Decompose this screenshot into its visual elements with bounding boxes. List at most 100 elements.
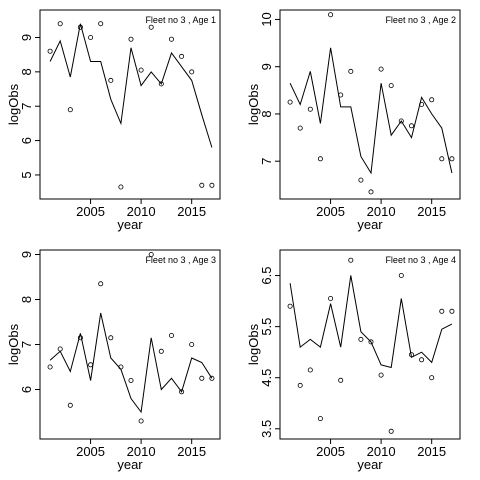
- panel-age-1: Fleet no 3 , Age 1 year logObs 2005 2010 2…: [6, 9, 221, 232]
- panel-age-3: Fleet no 3 , Age 3 year logObs 2005 2010 2…: [6, 249, 221, 472]
- y-axis-label: logObs: [246, 323, 261, 365]
- y-axis-label: logObs: [246, 83, 261, 125]
- observation-point: [57, 346, 63, 352]
- observation-point: [317, 156, 323, 162]
- x-tick-label: 2015: [417, 204, 446, 219]
- observation-point: [47, 364, 53, 370]
- observation-point: [158, 348, 164, 354]
- observation-point: [388, 83, 394, 89]
- observation-point: [439, 308, 445, 314]
- x-tick-label: 2010: [127, 204, 156, 219]
- panel-title: Fleet no 3 , Age 2: [385, 15, 456, 25]
- observation-point: [429, 375, 435, 381]
- y-tick-label: 10: [259, 12, 274, 26]
- observation-point: [338, 377, 344, 383]
- y-tick-label: 6.5: [259, 267, 274, 285]
- x-tick-label: 2005: [316, 444, 345, 459]
- observation-point: [429, 97, 435, 103]
- x-tick-label: 2010: [367, 444, 396, 459]
- observation-point: [328, 12, 334, 18]
- observation-point: [168, 332, 174, 338]
- fitted-line: [49, 312, 213, 414]
- x-axis-label: year: [117, 457, 143, 472]
- y-axis-label: logObs: [6, 323, 21, 365]
- observation-point: [138, 418, 144, 424]
- panel-age-2: Fleet no 3 , Age 2 year logObs 2005 2010 2…: [246, 9, 461, 232]
- observation-point: [88, 362, 94, 368]
- observation-point: [98, 21, 104, 27]
- observation-point: [118, 184, 124, 190]
- observation-point: [307, 106, 313, 112]
- observation-point: [168, 36, 174, 42]
- observation-point: [439, 156, 445, 162]
- y-tick-label: 8: [259, 110, 274, 117]
- y-tick-label: 6: [19, 386, 34, 393]
- x-tick-label: 2015: [177, 444, 206, 459]
- observation-point: [98, 281, 104, 287]
- y-tick-label: 4.5: [259, 369, 274, 387]
- y-tick-label: 9: [19, 34, 34, 41]
- y-tick-label: 9: [19, 251, 34, 258]
- panel-age-4: Fleet no 3 , Age 4 year logObs 2005 2010 2…: [246, 249, 461, 472]
- y-tick-label: 7: [19, 341, 34, 348]
- x-tick-label: 2015: [177, 204, 206, 219]
- x-axis-label: year: [357, 217, 383, 232]
- observation-point: [328, 295, 334, 301]
- observation-point: [297, 382, 303, 388]
- observation-point: [179, 53, 185, 59]
- observation-point: [287, 99, 293, 105]
- y-tick-label: 5: [19, 171, 34, 178]
- observation-point: [189, 69, 195, 75]
- x-tick-label: 2010: [127, 444, 156, 459]
- fitted-line: [49, 23, 213, 148]
- observation-point: [47, 48, 53, 54]
- observation-point: [148, 24, 154, 30]
- observation-point: [348, 257, 354, 263]
- observation-point: [179, 389, 185, 395]
- fitted-line: [289, 275, 453, 369]
- observation-point: [419, 357, 425, 363]
- x-tick-label: 2005: [316, 204, 345, 219]
- observation-point: [297, 125, 303, 131]
- x-tick-label: 2015: [417, 444, 446, 459]
- y-tick-label: 6: [19, 137, 34, 144]
- observation-point: [368, 189, 374, 195]
- observation-point: [88, 35, 94, 41]
- x-axis-label: year: [357, 457, 383, 472]
- y-tick-label: 5.5: [259, 318, 274, 336]
- observation-point: [77, 335, 83, 341]
- observation-point: [199, 375, 205, 381]
- observation-point: [57, 21, 63, 27]
- observation-point: [287, 303, 293, 309]
- observation-point: [307, 367, 313, 373]
- y-tick-label: 7: [19, 103, 34, 110]
- observation-point: [67, 402, 73, 408]
- x-tick-label: 2005: [76, 204, 105, 219]
- plot-frame: [279, 9, 461, 200]
- observation-point: [189, 341, 195, 347]
- y-tick-label: 3.5: [259, 420, 274, 438]
- observation-point: [108, 335, 114, 341]
- observation-point: [449, 308, 455, 314]
- observation-point: [398, 272, 404, 278]
- x-tick-label: 2005: [76, 444, 105, 459]
- observation-point: [199, 182, 205, 188]
- observation-point: [449, 156, 455, 162]
- observation-point: [128, 377, 134, 383]
- observation-point: [358, 336, 364, 342]
- y-tick-label: 7: [259, 158, 274, 165]
- plot-frame: [39, 249, 221, 440]
- x-axis-label: year: [117, 217, 143, 232]
- observation-point: [67, 107, 73, 113]
- observation-point: [378, 372, 384, 378]
- observation-point: [158, 81, 164, 87]
- observation-point: [209, 182, 215, 188]
- observation-point: [408, 123, 414, 129]
- plot-frame: [39, 9, 221, 200]
- observation-point: [398, 118, 404, 124]
- y-axis-label: logObs: [6, 83, 21, 125]
- observation-point: [317, 416, 323, 422]
- observation-point: [358, 177, 364, 183]
- fitted-line: [289, 47, 453, 175]
